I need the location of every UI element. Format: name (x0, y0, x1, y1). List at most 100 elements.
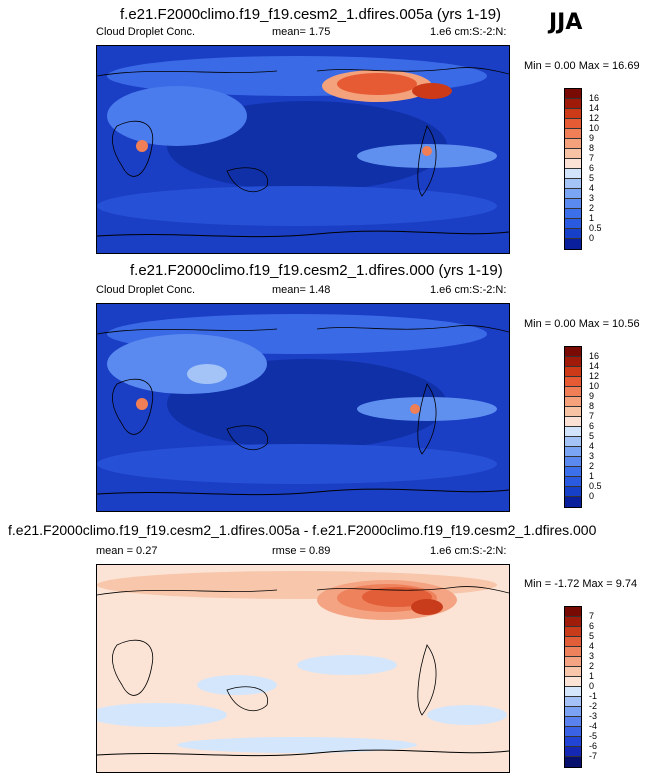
cbar1-seg (565, 149, 581, 159)
cbar2-tick: 7 (589, 411, 595, 421)
panel-1-title: f.e21.F2000climo.f19_f19.cesm2_1.dfires.… (120, 6, 502, 23)
cbar3-tick: 2 (589, 661, 595, 671)
cbar2-tick: 14 (589, 361, 600, 371)
cbar3-tick: -5 (589, 731, 598, 741)
cbar3-tick: 0 (589, 681, 595, 691)
cbar3-seg (565, 697, 581, 707)
cbar2-tick: 1 (589, 471, 595, 481)
cbar2-tick: 10 (589, 381, 600, 391)
cbar2-seg (565, 447, 581, 457)
asia-high-field (187, 364, 227, 384)
cbar2-seg (565, 407, 581, 417)
atlantic-field (357, 397, 497, 421)
cbar1-seg (565, 139, 581, 149)
cbar3-seg (565, 657, 581, 667)
antarctic-coast (97, 230, 509, 238)
cbar2-tick: 5 (589, 431, 595, 441)
neg-patch-5 (177, 737, 417, 753)
cbar1-tick: 8 (589, 143, 595, 153)
antarctic-coast (97, 488, 509, 496)
africa-hotspot (136, 140, 148, 152)
cbar2-seg (565, 387, 581, 397)
cbar3-seg (565, 647, 581, 657)
eurasia-field (107, 334, 267, 394)
cbar1-tick: 0.5 (589, 223, 602, 233)
cbar2-seg (565, 367, 581, 377)
season-label: JJA (549, 10, 583, 35)
cbar3-tick: -7 (589, 751, 598, 761)
cbar1-tick: 12 (589, 113, 600, 123)
na-fire-core (412, 83, 452, 99)
cbar3-tick: -6 (589, 741, 598, 751)
sa-hotspot (410, 404, 420, 414)
panel-3-colorbar (564, 606, 582, 768)
panel-2-colorbar (564, 346, 582, 508)
eurasia-field (107, 86, 247, 146)
south-america-coast (417, 383, 437, 455)
cbar2-seg (565, 487, 581, 497)
cbar1-seg (565, 179, 581, 189)
cbar3-tick: -3 (589, 711, 598, 721)
cbar3-seg (565, 707, 581, 717)
southern-field (97, 444, 497, 484)
panel-1-units: 1.e6 cm:S:-2:N: (430, 26, 507, 38)
cbar1-seg (565, 89, 581, 99)
cbar2-seg (565, 437, 581, 447)
africa-coast (112, 639, 154, 696)
na-fire-inner (362, 587, 432, 607)
panel-2-units: 1.e6 cm:S:-2:N: (430, 284, 507, 296)
panel-1-field-label: Cloud Droplet Conc. (96, 26, 196, 38)
cbar1-seg (565, 159, 581, 169)
south-america-coast (417, 644, 437, 716)
cbar1-tick: 4 (589, 183, 595, 193)
panel-3-minmax: Min = -1.72 Max = 9.74 (524, 578, 638, 590)
panel-3-rmse: rmse = 0.89 (272, 545, 331, 557)
panel-1-map (96, 45, 510, 254)
southern-field (97, 186, 497, 226)
panel-1-mean: mean= 1.75 (272, 26, 331, 38)
cbar2-seg (565, 477, 581, 487)
panel-2-field-label: Cloud Droplet Conc. (96, 284, 196, 296)
cbar3-tick: 6 (589, 621, 595, 631)
cbar2-seg (565, 457, 581, 467)
cbar2-tick: 12 (589, 371, 600, 381)
africa-coast (112, 378, 154, 435)
cbar1-tick: 7 (589, 153, 595, 163)
australia-coast (226, 686, 269, 712)
cbar2-tick: 2 (589, 461, 595, 471)
cbar3-seg (565, 607, 581, 617)
cbar1-seg (565, 189, 581, 199)
cbar2-seg (565, 377, 581, 387)
cbar1-tick: 5 (589, 173, 595, 183)
cbar3-seg (565, 687, 581, 697)
cbar1-seg (565, 219, 581, 229)
cbar2-tick: 0.5 (589, 481, 602, 491)
na-fire-inner (337, 73, 417, 95)
cbar2-tick: 9 (589, 391, 595, 401)
cbar2-seg (565, 357, 581, 367)
cbar3-tick: -4 (589, 721, 598, 731)
cbar3-seg (565, 737, 581, 747)
cbar3-tick: -1 (589, 691, 598, 701)
cbar3-seg (565, 747, 581, 757)
northern-coasts (97, 325, 509, 335)
cbar2-tick: 0 (589, 491, 595, 501)
panel-3-mean: mean = 0.27 (96, 545, 158, 557)
neg-patch-4 (427, 705, 507, 725)
northern-coasts (97, 67, 509, 77)
cbar1-tick: 14 (589, 103, 600, 113)
cbar2-seg (565, 417, 581, 427)
panel-2-title: f.e21.F2000climo.f19_f19.cesm2_1.dfires.… (130, 262, 503, 279)
cbar1-tick: 6 (589, 163, 595, 173)
panel-3-map (96, 564, 510, 773)
cbar1-tick: 3 (589, 193, 595, 203)
panel-1-minmax: Min = 0.00 Max = 16.69 (524, 60, 640, 72)
cbar3-tick: 5 (589, 631, 595, 641)
cbar3-seg (565, 727, 581, 737)
cbar1-seg (565, 229, 581, 239)
neg-patch-3 (197, 675, 277, 695)
cbar2-seg (565, 427, 581, 437)
neg-patch-1 (97, 703, 227, 727)
panel-3-units: 1.e6 cm:S:-2:N: (430, 545, 507, 557)
cbar1-tick: 9 (589, 133, 595, 143)
